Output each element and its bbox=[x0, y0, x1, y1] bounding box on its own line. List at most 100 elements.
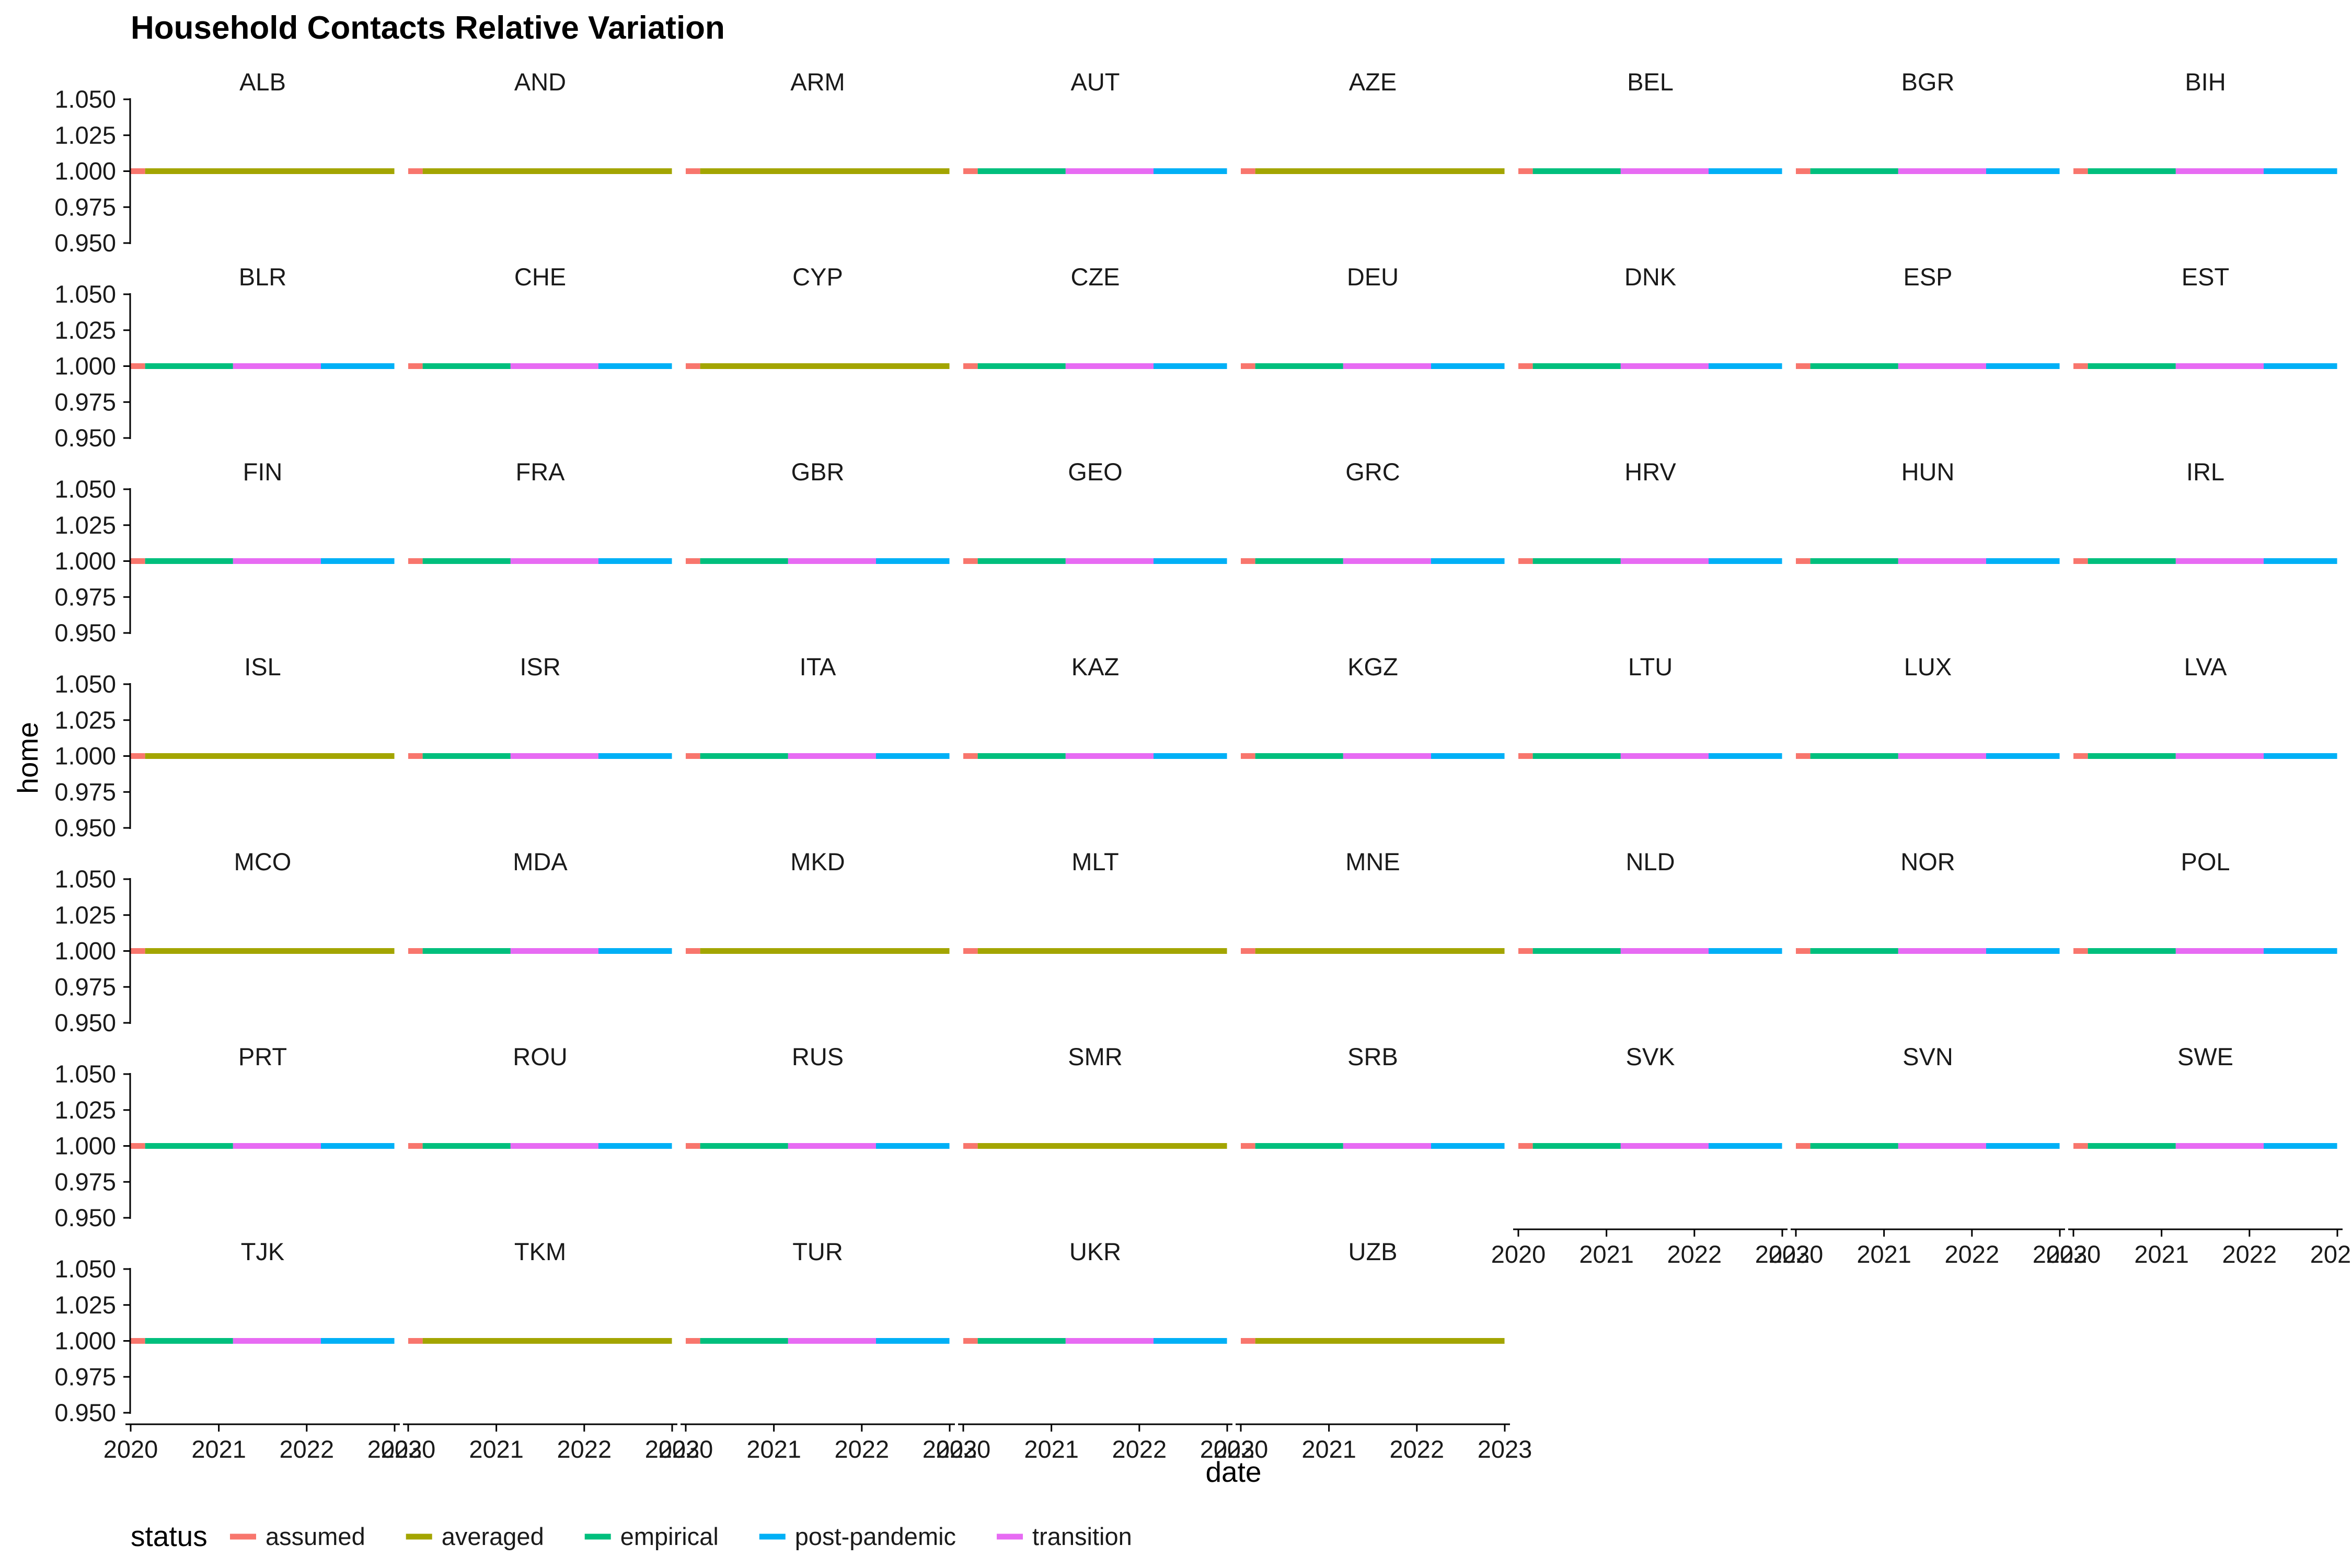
facet-panel: ESP bbox=[1796, 263, 2060, 369]
facet-panel: LVA bbox=[2073, 653, 2337, 759]
x-tick-label: 2021 bbox=[1301, 1435, 1356, 1463]
facet-panel: CZE bbox=[963, 263, 1227, 369]
x-tick-label: 2020 bbox=[381, 1435, 436, 1463]
y-tick-label: 1.025 bbox=[54, 316, 116, 344]
facet-panel: HUN bbox=[1796, 458, 2060, 564]
x-tick-label: 2022 bbox=[280, 1435, 335, 1463]
y-tick-label: 1.000 bbox=[54, 157, 116, 185]
legend-item: transition bbox=[997, 1523, 1132, 1550]
y-tick-label: 1.050 bbox=[54, 1255, 116, 1283]
facet-strip-label: CHE bbox=[514, 263, 566, 291]
chart-title: Household Contacts Relative Variation bbox=[131, 10, 725, 46]
facet-panel: EST bbox=[2073, 263, 2337, 369]
y-tick-label: 1.000 bbox=[54, 352, 116, 380]
legend-item: assumed bbox=[230, 1523, 365, 1550]
facet-strip-label: GEO bbox=[1068, 458, 1122, 486]
x-tick-label: 2020 bbox=[659, 1435, 713, 1463]
facet-strip-label: ALB bbox=[239, 68, 286, 96]
facet-strip-label: LTU bbox=[1628, 653, 1673, 681]
y-tick-label: 0.950 bbox=[54, 619, 116, 647]
facet-strip-label: FIN bbox=[243, 458, 283, 486]
y-tick-label: 1.050 bbox=[54, 280, 116, 308]
x-tick-label: 2020 bbox=[2046, 1240, 2101, 1268]
facet-panel: SVN 2020 2021 2022 2023 bbox=[1769, 1043, 2088, 1268]
facet-strip-label: CZE bbox=[1071, 263, 1120, 291]
facet-strip-label: BIH bbox=[2185, 68, 2226, 96]
y-tick-label: 1.050 bbox=[54, 865, 116, 893]
legend-item: post-pandemic bbox=[759, 1523, 956, 1550]
x-tick-label: 2020 bbox=[103, 1435, 158, 1463]
facet-strip-label: BEL bbox=[1627, 68, 1674, 96]
y-tick-label: 1.050 bbox=[54, 475, 116, 503]
facet-panel: ALB 0.950 0.975 1.000 1.025 1.050 bbox=[54, 68, 395, 257]
y-tick-label: 1.025 bbox=[54, 511, 116, 539]
facet-panel: TKM 2020 2021 2022 2023 bbox=[381, 1238, 700, 1463]
x-tick-label: 2021 bbox=[191, 1435, 246, 1463]
y-tick-label: 0.975 bbox=[54, 1363, 116, 1390]
facet-panel: ARM bbox=[686, 68, 950, 174]
x-tick-label: 2020 bbox=[1491, 1240, 1546, 1268]
facet-strip-label: IRL bbox=[2186, 458, 2224, 486]
facet-strip-label: MKD bbox=[790, 848, 845, 875]
facet-strip-label: FRA bbox=[516, 458, 566, 486]
facet-panel: AZE bbox=[1241, 68, 1505, 174]
y-tick-label: 1.025 bbox=[54, 1096, 116, 1124]
facet-strip-label: GRC bbox=[1345, 458, 1400, 486]
y-tick-label: 1.000 bbox=[54, 1327, 116, 1355]
x-tick-label: 2023 bbox=[1755, 1240, 1810, 1268]
legend-item: averaged bbox=[406, 1523, 544, 1550]
facet-strip-label: BLR bbox=[239, 263, 286, 291]
y-tick-label: 1.025 bbox=[54, 901, 116, 929]
legend-title: status bbox=[131, 1520, 207, 1552]
facet-panel: ISR bbox=[408, 653, 672, 759]
x-tick-label: 2021 bbox=[1579, 1240, 1634, 1268]
y-tick-label: 0.950 bbox=[54, 1204, 116, 1231]
facet-strip-label: MLT bbox=[1071, 848, 1119, 875]
facet-panel: GBR bbox=[686, 458, 950, 564]
facet-panel: FRA bbox=[408, 458, 672, 564]
y-tick-label: 1.025 bbox=[54, 121, 116, 149]
x-tick-label: 2021 bbox=[1024, 1435, 1079, 1463]
x-tick-label: 2022 bbox=[2222, 1240, 2277, 1268]
facet-strip-label: ARM bbox=[790, 68, 845, 96]
y-tick-label: 1.050 bbox=[54, 1060, 116, 1088]
x-tick-label: 2021 bbox=[746, 1435, 801, 1463]
y-tick-label: 1.000 bbox=[54, 1132, 116, 1160]
facet-panel: TUR 2020 2021 2022 2023 bbox=[659, 1238, 977, 1463]
x-tick-label: 2022 bbox=[835, 1435, 890, 1463]
legend-label: transition bbox=[1032, 1523, 1132, 1550]
y-tick-label: 0.975 bbox=[54, 193, 116, 221]
facet-panel: GRC bbox=[1241, 458, 1505, 564]
facet-panel: AUT bbox=[963, 68, 1227, 174]
facet-panel: AND bbox=[408, 68, 672, 174]
facet-panel: ITA bbox=[686, 653, 950, 759]
facet-panels: ALB 0.950 0.975 1.000 1.025 1.050 AND ARM AUT AZE… bbox=[54, 68, 2352, 1463]
facet-strip-label: KGZ bbox=[1347, 653, 1398, 681]
facet-strip-label: ITA bbox=[800, 653, 836, 681]
facet-panel: DEU bbox=[1241, 263, 1505, 369]
facet-panel: ISL 0.950 0.975 1.000 1.025 1.050 bbox=[54, 653, 395, 841]
facet-strip-label: TKM bbox=[514, 1238, 566, 1265]
facet-strip-label: SVK bbox=[1625, 1043, 1675, 1070]
facet-strip-label: TJK bbox=[241, 1238, 285, 1265]
facet-panel: MKD bbox=[686, 848, 950, 954]
facet-strip-label: HRV bbox=[1624, 458, 1676, 486]
facet-strip-label: MCO bbox=[234, 848, 292, 875]
facet-strip-label: POL bbox=[2181, 848, 2230, 875]
facet-panel: BGR bbox=[1796, 68, 2060, 174]
y-tick-label: 1.050 bbox=[54, 85, 116, 113]
facet-strip-label: LUX bbox=[1904, 653, 1952, 681]
facet-panel: MDA bbox=[408, 848, 672, 954]
x-tick-label: 2020 bbox=[1214, 1435, 1269, 1463]
x-tick-label: 2023 bbox=[1200, 1435, 1255, 1463]
facet-strip-label: SMR bbox=[1068, 1043, 1122, 1070]
facet-panel: SRB bbox=[1241, 1043, 1505, 1149]
facet-panel: GEO bbox=[963, 458, 1227, 564]
facet-strip-label: ISR bbox=[520, 653, 560, 681]
facet-panel: BEL bbox=[1518, 68, 1782, 174]
facet-strip-label: BGR bbox=[1901, 68, 1955, 96]
x-tick-label: 2023 bbox=[1478, 1435, 1532, 1463]
legend: status assumed averaged empirical post-pand… bbox=[131, 1520, 1132, 1552]
